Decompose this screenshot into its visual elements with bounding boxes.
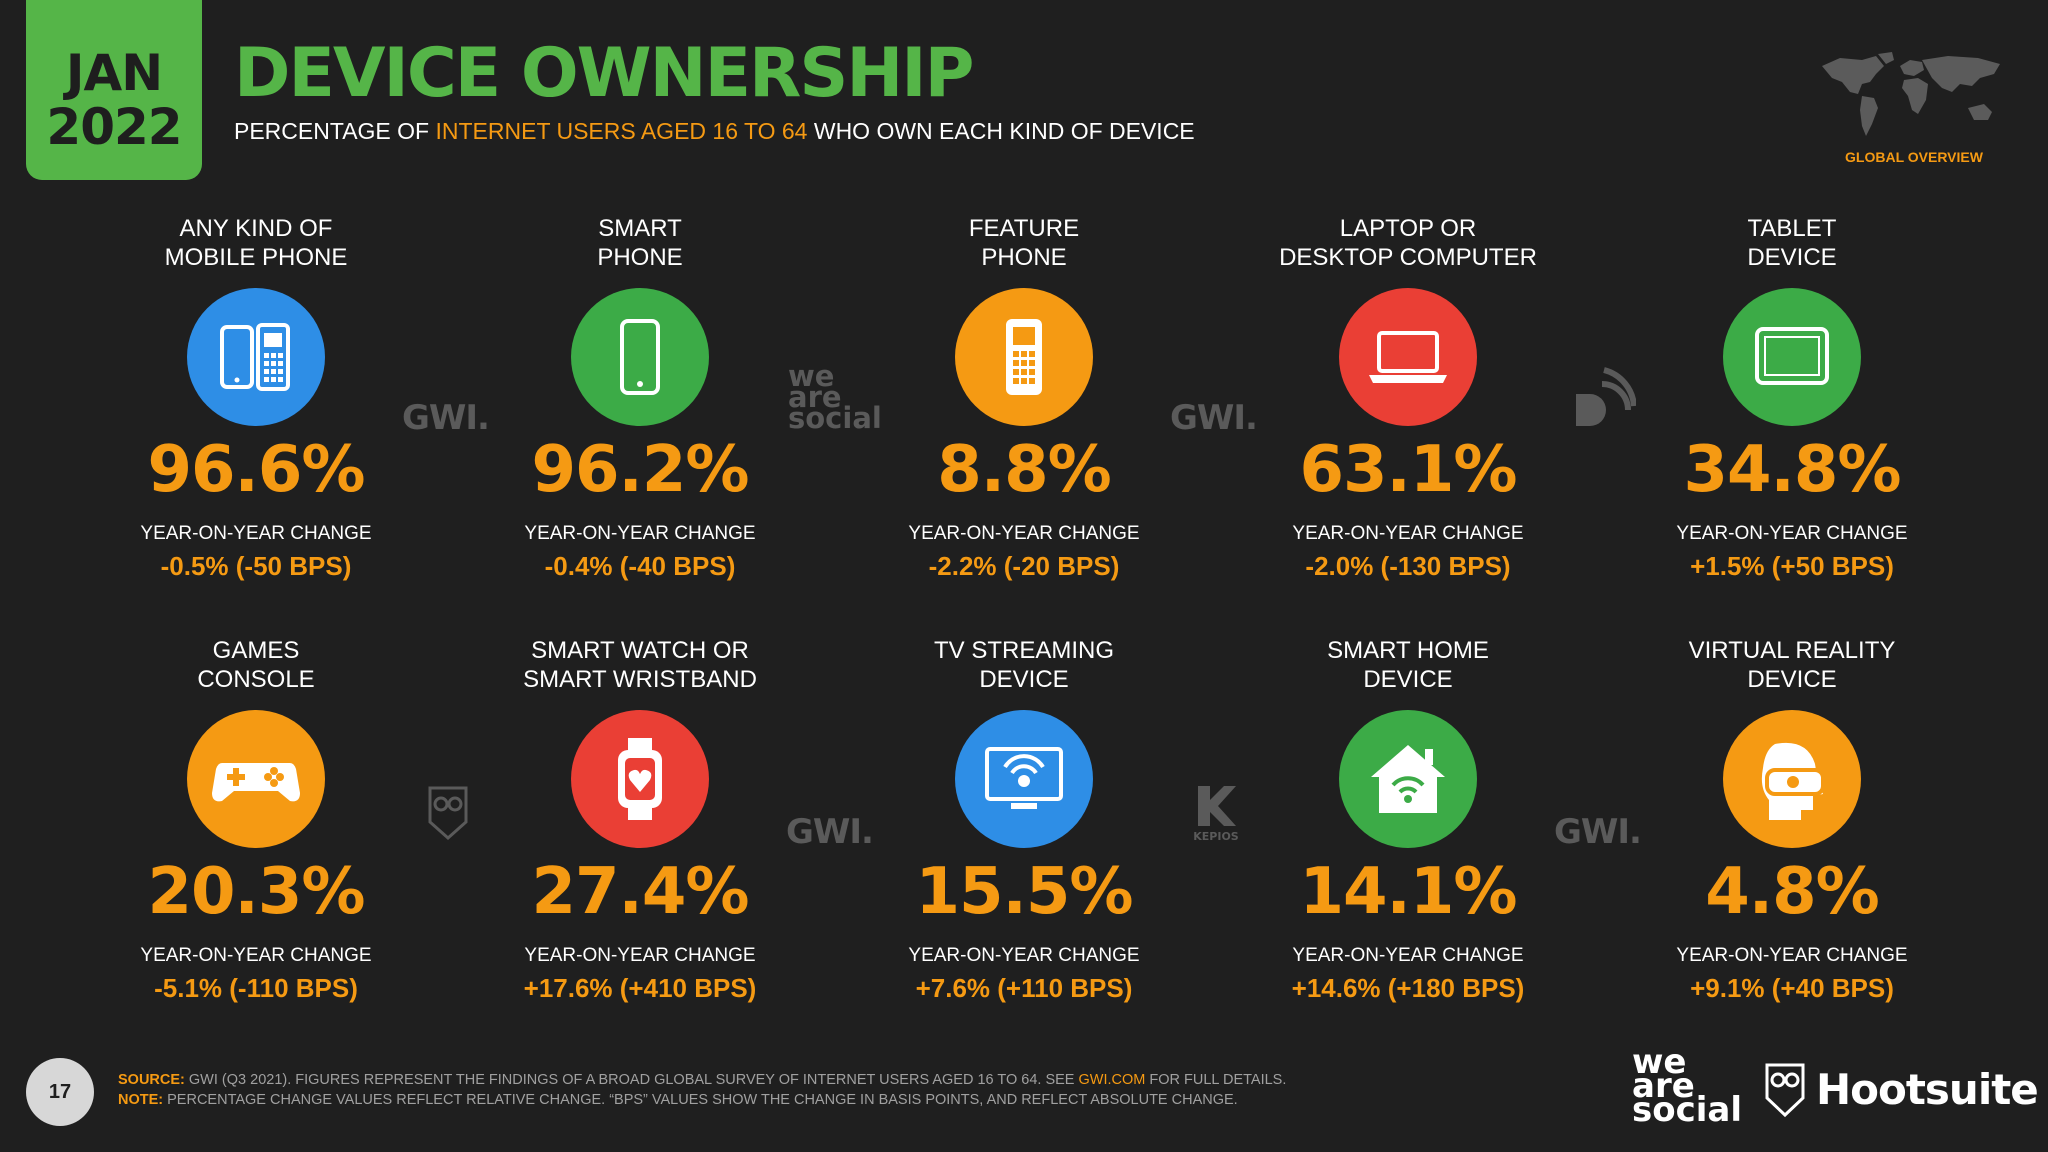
device-label: FEATURE PHONE (968, 215, 1080, 271)
gwi-watermark: GWI. (402, 398, 490, 438)
yoy-label: YEAR-ON-YEAR CHANGE (524, 523, 756, 544)
gwi-watermark: GWI. (1554, 812, 1642, 852)
laptop-icon (1363, 315, 1453, 399)
device-label: SMART HOME DEVICE (1327, 637, 1489, 693)
mobile-phones-icon (214, 315, 298, 399)
device-label: GAMES CONSOLE (197, 637, 315, 693)
smartphone-icon (598, 315, 682, 399)
ownership-value: 20.3% (147, 855, 365, 929)
smartwatch-icon (598, 734, 682, 824)
device-card: FEATURE PHONE 8.8% YEAR-ON-YEAR CHANGE -2.2%… (832, 214, 1216, 579)
device-icon-circle (571, 710, 709, 848)
ownership-value: 27.4% (531, 855, 749, 929)
kepios-logo-icon (1198, 786, 1236, 826)
device-card: TV STREAMING DEVICE 15.5% YEAR-ON-YEAR CHAN… (832, 636, 1216, 1001)
yoy-label: YEAR-ON-YEAR CHANGE (1292, 945, 1524, 966)
device-icon-circle (1723, 710, 1861, 848)
yoy-change: +7.6% (+110 BPS) (915, 973, 1133, 1003)
hootsuite-wordmark: Hootsuite (1816, 1064, 2039, 1114)
yoy-change: -0.5% (-50 BPS) (160, 551, 352, 581)
device-label: ANY KIND OF MOBILE PHONE (164, 215, 348, 271)
yoy-change: +1.5% (+50 BPS) (1690, 551, 1894, 581)
kepios-watermark: KEPIOS (1192, 784, 1240, 843)
gwi-watermark: GWI. (1170, 398, 1258, 438)
yoy-label: YEAR-ON-YEAR CHANGE (524, 945, 756, 966)
yoy-label: YEAR-ON-YEAR CHANGE (1292, 523, 1524, 544)
source-note: SOURCE: GWI (Q3 2021). FIGURES REPRESENT… (118, 1072, 1287, 1088)
device-card: LAPTOP OR DESKTOP COMPUTER 63.1% YEAR-ON-YE… (1216, 214, 1600, 579)
device-label: SMART WATCH OR SMART WRISTBAND (523, 637, 757, 693)
hootsuite-owl-watermark-icon (428, 786, 468, 841)
gwi-link[interactable]: GWI.COM (1078, 1072, 1146, 1088)
hootsuite-owl-icon (1765, 1063, 1805, 1118)
device-card: TABLET DEVICE 34.8% YEAR-ON-YEAR CHANGE +1.5… (1600, 214, 1984, 579)
yoy-label: YEAR-ON-YEAR CHANGE (908, 523, 1140, 544)
device-label: VIRTUAL REALITY DEVICE (1688, 637, 1896, 693)
gamepad-icon (208, 737, 304, 821)
footer-notes: SOURCE: GWI (Q3 2021). FIGURES REPRESENT… (118, 1070, 1286, 1110)
datareportal-watermark-icon (1576, 367, 1636, 426)
device-label: LAPTOP OR DESKTOP COMPUTER (1279, 215, 1537, 271)
yoy-label: YEAR-ON-YEAR CHANGE (140, 523, 372, 544)
device-icon-circle (187, 288, 325, 426)
device-card: GAMES CONSOLE 20.3% YEAR-ON-YEAR CHANGE -5.1… (64, 636, 448, 1001)
device-card: ANY KIND OF MOBILE PHONE 96.6% YEAR-ON-YEAR… (64, 214, 448, 579)
device-icon-circle (955, 710, 1093, 848)
page-subtitle: PERCENTAGE OF INTERNET USERS AGED 16 TO … (234, 118, 1195, 144)
yoy-change: -2.0% (-130 BPS) (1305, 551, 1511, 581)
yoy-label: YEAR-ON-YEAR CHANGE (908, 945, 1140, 966)
device-card: SMART HOME DEVICE 14.1% YEAR-ON-YEAR CHANGE… (1216, 636, 1600, 1001)
device-card: VIRTUAL REALITY DEVICE 4.8% YEAR-ON-YEAR CH… (1600, 636, 1984, 1001)
page-title: DEVICE OWNERSHIP (234, 34, 974, 113)
global-overview-label: GLOBAL OVERVIEW (1845, 149, 1983, 165)
device-icon-circle (1339, 288, 1477, 426)
we-are-social-watermark: we are social (788, 359, 882, 435)
device-card: SMART PHONE 96.2% YEAR-ON-YEAR CHANGE -0.4% … (448, 214, 832, 579)
ownership-value: 8.8% (937, 433, 1112, 507)
feature-phone-icon (982, 315, 1066, 399)
device-label: TABLET DEVICE (1747, 215, 1837, 271)
yoy-change: -0.4% (-40 BPS) (544, 551, 736, 581)
method-note: NOTE: PERCENTAGE CHANGE VALUES REFLECT R… (118, 1092, 1238, 1108)
device-label: TV STREAMING DEVICE (933, 637, 1114, 693)
yoy-label: YEAR-ON-YEAR CHANGE (1676, 523, 1908, 544)
device-icon-circle (1723, 288, 1861, 426)
ownership-value: 96.2% (531, 433, 749, 507)
hootsuite-logo: Hootsuite (1764, 1060, 2039, 1118)
yoy-change: +17.6% (+410 BPS) (523, 973, 757, 1003)
device-icon-circle (1339, 710, 1477, 848)
tv-streaming-icon (979, 737, 1069, 821)
device-icon-circle (955, 288, 1093, 426)
ownership-value: 63.1% (1299, 433, 1517, 507)
we-are-social-logo: we are social (1632, 1042, 1743, 1130)
date-badge: JAN 2022 (26, 0, 202, 180)
device-icon-circle (187, 710, 325, 848)
world-map-icon (1822, 52, 2000, 136)
yoy-change: +9.1% (+40 BPS) (1690, 973, 1894, 1003)
ownership-value: 14.1% (1299, 855, 1517, 929)
tablet-icon (1747, 315, 1837, 399)
yoy-change: -2.2% (-20 BPS) (928, 551, 1120, 581)
ownership-value: 96.6% (147, 433, 365, 507)
device-icon-circle (571, 288, 709, 426)
date-month: JAN (65, 44, 163, 102)
page-number: 17 (26, 1058, 94, 1126)
gwi-watermark: GWI. (786, 812, 874, 852)
device-label: SMART PHONE (597, 215, 683, 271)
ownership-value: 4.8% (1705, 855, 1880, 929)
yoy-change: -5.1% (-110 BPS) (154, 973, 358, 1003)
yoy-label: YEAR-ON-YEAR CHANGE (1676, 945, 1908, 966)
date-year: 2022 (46, 98, 182, 156)
vr-headset-icon (1747, 734, 1837, 824)
yoy-change: +14.6% (+180 BPS) (1291, 973, 1525, 1003)
ownership-value: 15.5% (915, 855, 1133, 929)
yoy-label: YEAR-ON-YEAR CHANGE (140, 945, 372, 966)
ownership-value: 34.8% (1683, 433, 1901, 507)
device-card: SMART WATCH OR SMART WRISTBAND 27.4% YEAR-O… (448, 636, 832, 1001)
smart-home-icon (1363, 737, 1453, 821)
